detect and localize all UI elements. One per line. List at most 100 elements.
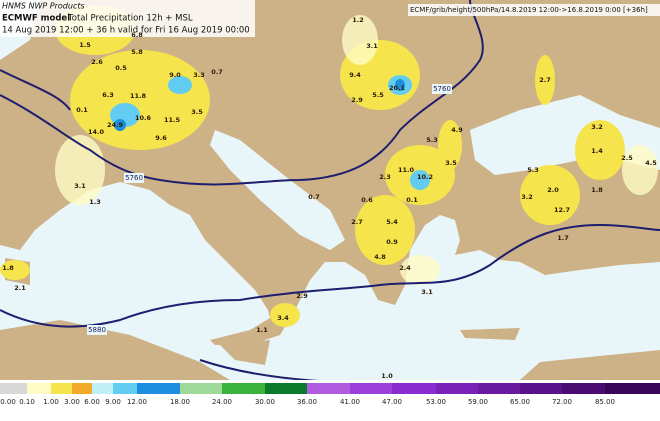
precipitation-label: 11.0: [398, 166, 415, 174]
precipitation-label: 2.7: [539, 76, 551, 84]
legend-label: 24.00: [212, 398, 232, 406]
precipitation-label: 3.3: [193, 71, 205, 79]
contour-label: 5760: [433, 85, 451, 93]
precipitation-label: 10.2: [417, 173, 433, 181]
precipitation-label: 2.4: [399, 264, 411, 272]
contour-label: 5880: [88, 326, 106, 334]
precipitation-label: 5.3: [527, 166, 539, 174]
precipitation-label: 2.3: [379, 173, 391, 181]
legend-swatch: [51, 383, 72, 394]
legend-label: 1.00: [43, 398, 59, 406]
precipitation-label: 2.5: [621, 154, 633, 162]
contour-label-bg: [87, 325, 107, 335]
legend-label: 36.00: [297, 398, 317, 406]
precipitation-label: 2.6: [91, 58, 103, 66]
precipitation-label: 0.9: [386, 238, 398, 246]
legend-swatch: [0, 383, 27, 394]
header-box: [0, 0, 255, 37]
precipitation-label: 1.7: [557, 234, 569, 242]
legend-label: 65.00: [510, 398, 530, 406]
precipitation-label: 0.1: [76, 106, 88, 114]
precipitation-label: 5.3: [426, 136, 438, 144]
legend-swatch: [222, 383, 265, 394]
source-box: [408, 4, 660, 16]
legend-swatch: [478, 383, 520, 394]
precipitation-label: 12.7: [554, 206, 570, 214]
model: ECMWF model: [2, 14, 70, 24]
legend-swatch: [392, 383, 436, 394]
precipitation-label: 10.6: [135, 114, 152, 122]
field: Total Precipitation 12h + MSL: [67, 14, 193, 24]
legend-swatch: [265, 383, 307, 394]
precipitation-label: 1.3: [89, 198, 101, 206]
precipitation-label: 1.0: [381, 372, 393, 380]
legend-swatch: [350, 383, 392, 394]
precipitation-label: 0.5: [115, 64, 127, 72]
precipitation-label: 1.8: [2, 264, 14, 272]
precipitation-label: 3.1: [421, 288, 433, 296]
precipitation-label: 3.2: [521, 193, 533, 201]
precipitation-label: 5.4: [386, 218, 398, 226]
precipitation-label: 11.5: [164, 116, 181, 124]
legend-swatch: [27, 383, 51, 394]
legend-label: 18.00: [170, 398, 190, 406]
precipitation-label: 11.8: [130, 92, 147, 100]
legend-label: 12.00: [127, 398, 147, 406]
precipitation-label: 6.8: [131, 31, 143, 39]
legend-label: 6.00: [84, 398, 100, 406]
product: HNMS NWP Products: [2, 2, 85, 11]
precipitation-label: 2.7: [351, 218, 363, 226]
precipitation-label: 4.9: [451, 126, 463, 134]
precipitation-label: 1.5: [79, 41, 91, 49]
legend-swatch: [307, 383, 350, 394]
precipitation-label: 9.6: [155, 134, 167, 142]
legend-label: 53.00: [426, 398, 446, 406]
legend-swatch: [92, 383, 113, 394]
precipitation-label: 2.9: [296, 292, 308, 300]
precipitation-label: 3.2: [591, 123, 603, 131]
legend-label: 0.00: [0, 398, 16, 406]
precipitation-label: 1.2: [352, 16, 364, 24]
precipitation-label: 20.1: [389, 84, 406, 92]
legend-swatch: [113, 383, 137, 394]
contour-label: 5760: [125, 174, 143, 182]
legend-label: 30.00: [255, 398, 275, 406]
precipitation-label: 0.7: [211, 68, 223, 76]
precipitation-label: 1.4: [591, 147, 603, 155]
legend-label: 3.00: [64, 398, 80, 406]
source: ECMF/grib/height/500hPa/14.8.2019 12:00-…: [410, 6, 648, 14]
precipitation-label: 2.0: [547, 186, 559, 194]
precipitation-label: 9.0: [169, 71, 181, 79]
precipitation-label: 4.5: [645, 159, 657, 167]
legend-label: 41.00: [340, 398, 360, 406]
legend-swatch: [605, 383, 660, 394]
legend-swatch: [137, 383, 180, 394]
legend-swatch: [72, 383, 92, 394]
legend-swatch: [520, 383, 562, 394]
validity: 14 Aug 2019 12:00 + 36 h valid for Fri 1…: [2, 26, 250, 36]
legend-swatch: [436, 383, 478, 394]
precipitation-label: 2.9: [351, 96, 363, 104]
precipitation-label: 6.3: [102, 91, 114, 99]
precipitation-label: 3.5: [191, 108, 203, 116]
contour-label-bg: [124, 173, 144, 183]
legend-swatch: [180, 383, 222, 394]
precipitation-label: 5.8: [131, 48, 143, 56]
precipitation-label: 0.1: [406, 196, 418, 204]
legend-label: 0.10: [19, 398, 35, 406]
legend-label: 47.00: [382, 398, 402, 406]
precipitation-label: 24.9: [107, 121, 124, 129]
precipitation-label: 3.5: [445, 159, 457, 167]
precipitation-label: 14.0: [88, 128, 105, 136]
precipitation-label: 3.1: [366, 42, 378, 50]
precipitation-label: 1.1: [256, 326, 268, 334]
precipitation-label: 0.6: [361, 196, 373, 204]
legend-label: 85.00: [595, 398, 615, 406]
legend-label: 59.00: [468, 398, 488, 406]
precipitation-label: 3.1: [74, 182, 86, 190]
precipitation-label: 9.4: [349, 71, 361, 79]
precipitation-label: 0.7: [308, 193, 320, 201]
contour-label-bg: [432, 84, 452, 94]
legend-swatch: [562, 383, 605, 394]
